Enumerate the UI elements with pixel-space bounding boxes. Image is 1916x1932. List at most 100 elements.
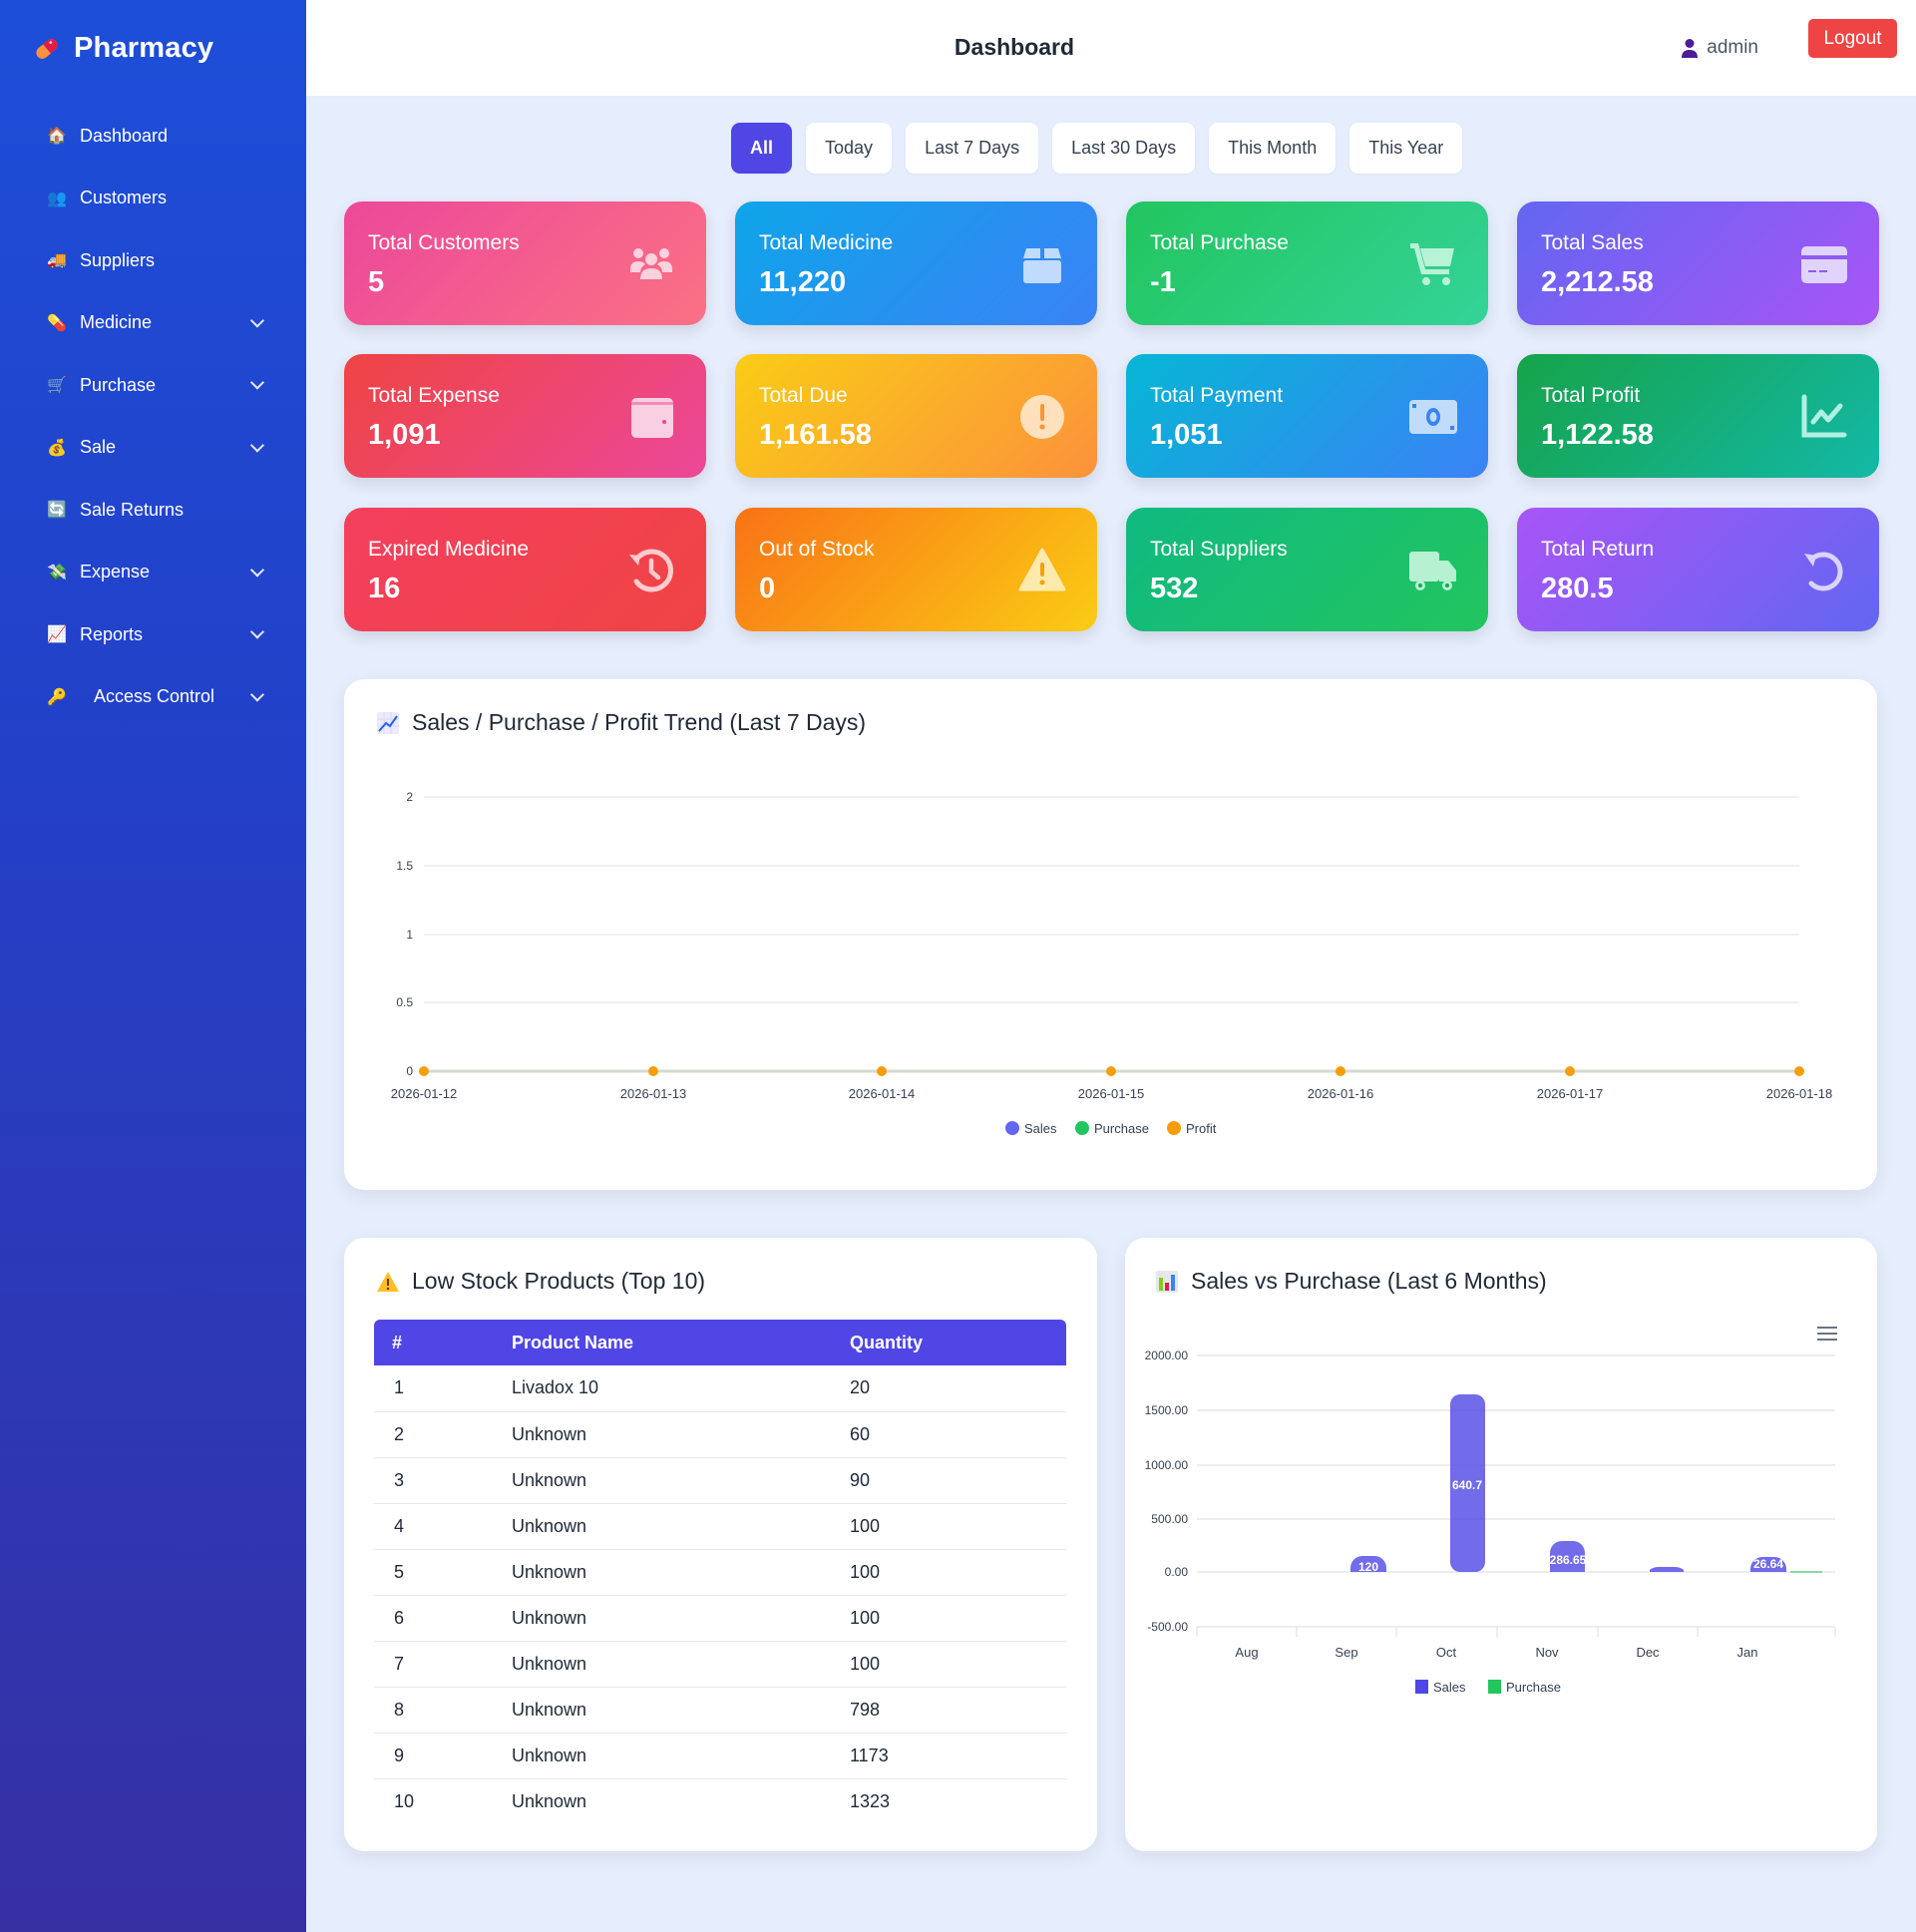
logout-button[interactable]: Logout [1808,19,1897,58]
users-icon [630,248,672,279]
date-filter-group: All Today Last 7 Days Last 30 Days This … [731,123,1463,174]
key-icon: 🔑 [47,688,67,706]
table-row: 2 Unknown 60 [374,1411,1066,1458]
page-title: Dashboard [954,34,1075,60]
x-tick: 2026-01-18 [1766,1086,1833,1101]
card-label: Total Customers [368,231,520,254]
legend-purchase[interactable]: Purchase [1094,1121,1149,1136]
x-tick: 2026-01-13 [620,1086,687,1101]
sidebar-item-reports[interactable]: 📈 Reports [0,603,306,666]
card-total-sales[interactable]: Total Sales 2,212.58 [1517,201,1879,325]
column-header-product-name[interactable]: Product Name [512,1320,850,1365]
filter-all[interactable]: All [731,123,793,174]
y-tick: 0.5 [396,995,413,1009]
warning-icon [377,1271,399,1292]
card-total-customers[interactable]: Total Customers 5 [344,201,706,325]
sidebar-item-label: Expense [80,562,151,582]
card-label: Total Suppliers [1150,538,1288,561]
card-total-medicine[interactable]: Total Medicine 11,220 [735,201,1097,325]
x-tick: Jan [1737,1645,1758,1660]
x-tick: Aug [1235,1645,1258,1660]
sidebar-item-sale[interactable]: 💰 Sale [0,417,306,480]
legend-sales[interactable]: Sales [1433,1680,1466,1695]
chevron-down-icon[interactable] [249,624,265,639]
x-tick: Oct [1436,1645,1457,1660]
chart-line-icon [1801,394,1847,438]
table-row: 8 Unknown 798 [374,1687,1066,1734]
filter-this-year[interactable]: This Year [1349,123,1463,174]
trend-line-chart[interactable]: 2 1.5 1 0.5 0 2026-01-12 2026-01-13 2026… [344,679,1877,1190]
card-label: Total Purchase [1150,231,1289,254]
trend-legend: Sales Purchase Profit [1005,1121,1217,1136]
y-tick: -500.00 [1147,1620,1188,1634]
filter-today[interactable]: Today [806,123,893,174]
sidebar-item-medicine[interactable]: 💊 Medicine [0,292,306,355]
chevron-down-icon[interactable] [249,313,265,328]
column-header-quantity[interactable]: Quantity [850,1320,1066,1365]
money-bag-icon: 💰 [47,439,67,457]
pill-icon: 💊 [47,314,67,332]
card-label: Out of Stock [759,538,875,561]
card-total-suppliers[interactable]: Total Suppliers 532 [1126,508,1488,631]
x-tick: 2026-01-12 [391,1086,458,1101]
sales-purchase-bar-chart[interactable]: 2000.00 1500.00 1000.00 500.00 0.00 -500… [1125,1238,1877,1851]
table-row: 9 Unknown 1173 [374,1733,1066,1779]
legend-purchase[interactable]: Purchase [1506,1680,1561,1695]
card-total-expense[interactable]: Total Expense 1,091 [344,354,706,478]
sidebar-item-customers[interactable]: 👥 Customers [0,168,306,230]
sidebar-item-dashboard[interactable]: 🏠 Dashboard [0,105,306,168]
chevron-down-icon[interactable] [249,687,265,702]
user-icon [1682,39,1699,58]
table-row: 6 Unknown 100 [374,1595,1066,1642]
chart-increasing-icon [377,711,399,734]
sidebar-item-expense[interactable]: 💸 Expense [0,542,306,604]
sidebar-item-sale-returns[interactable]: 🔄 Sale Returns [0,479,306,542]
table-row: 1 Livadox 10 20 [374,1365,1066,1412]
legend-sales[interactable]: Sales [1024,1121,1057,1136]
low-stock-panel: Low Stock Products (Top 10) # Product Na… [344,1238,1097,1851]
card-expired-medicine[interactable]: Expired Medicine 16 [344,508,706,631]
chevron-down-icon[interactable] [249,438,265,453]
money-bill-icon [1409,400,1457,434]
card-label: Total Profit [1541,384,1641,407]
y-tick: 500.00 [1151,1512,1188,1526]
column-header-index[interactable]: # [374,1320,512,1365]
x-tick: Nov [1535,1645,1559,1660]
brand[interactable]: Pharmacy [32,32,213,65]
filter-last-30-days[interactable]: Last 30 Days [1052,123,1196,174]
sidebar-item-label: Dashboard [80,125,169,146]
card-value: 1,122.58 [1541,419,1654,451]
x-tick: Sep [1335,1645,1357,1660]
card-total-return[interactable]: Total Return 280.5 [1517,508,1879,631]
card-total-due[interactable]: Total Due 1,161.58 [735,354,1097,478]
table-row: 7 Unknown 100 [374,1641,1066,1688]
card-value: 11,220 [759,266,847,298]
user-info[interactable]: admin [1681,37,1758,59]
sidebar-item-access-control[interactable]: 🔑 Access Control [0,666,306,729]
card-label: Total Expense [368,384,500,407]
card-total-purchase[interactable]: Total Purchase -1 [1126,201,1488,325]
box-icon [1023,248,1061,283]
card-total-profit[interactable]: Total Profit 1,122.58 [1517,354,1879,478]
chevron-down-icon[interactable] [249,563,265,578]
chart-up-icon: 📈 [47,626,67,644]
card-out-of-stock[interactable]: Out of Stock 0 [735,508,1097,631]
sidebar-item-label: Customers [80,188,168,208]
y-tick: 1500.00 [1145,1403,1189,1417]
y-tick: 2000.00 [1145,1349,1189,1362]
filter-last-7-days[interactable]: Last 7 Days [906,123,1039,174]
sales-bars [1350,1394,1786,1572]
sidebar-item-purchase[interactable]: 🛒 Purchase [0,354,306,417]
warning-triangle-icon [1018,548,1066,591]
legend-profit[interactable]: Profit [1186,1121,1217,1136]
chevron-down-icon[interactable] [249,375,265,390]
table-row: 5 Unknown 100 [374,1549,1066,1596]
exclamation-circle-icon [1020,395,1064,439]
filter-this-month[interactable]: This Month [1209,123,1337,174]
card-total-payment[interactable]: Total Payment 1,051 [1126,354,1488,478]
history-icon [629,549,673,592]
hamburger-menu-icon[interactable] [1817,1326,1837,1342]
sidebar-item-label: Access Control [94,686,215,707]
card-value: -1 [1150,266,1176,298]
sidebar-item-suppliers[interactable]: 🚚 Suppliers [0,229,306,292]
